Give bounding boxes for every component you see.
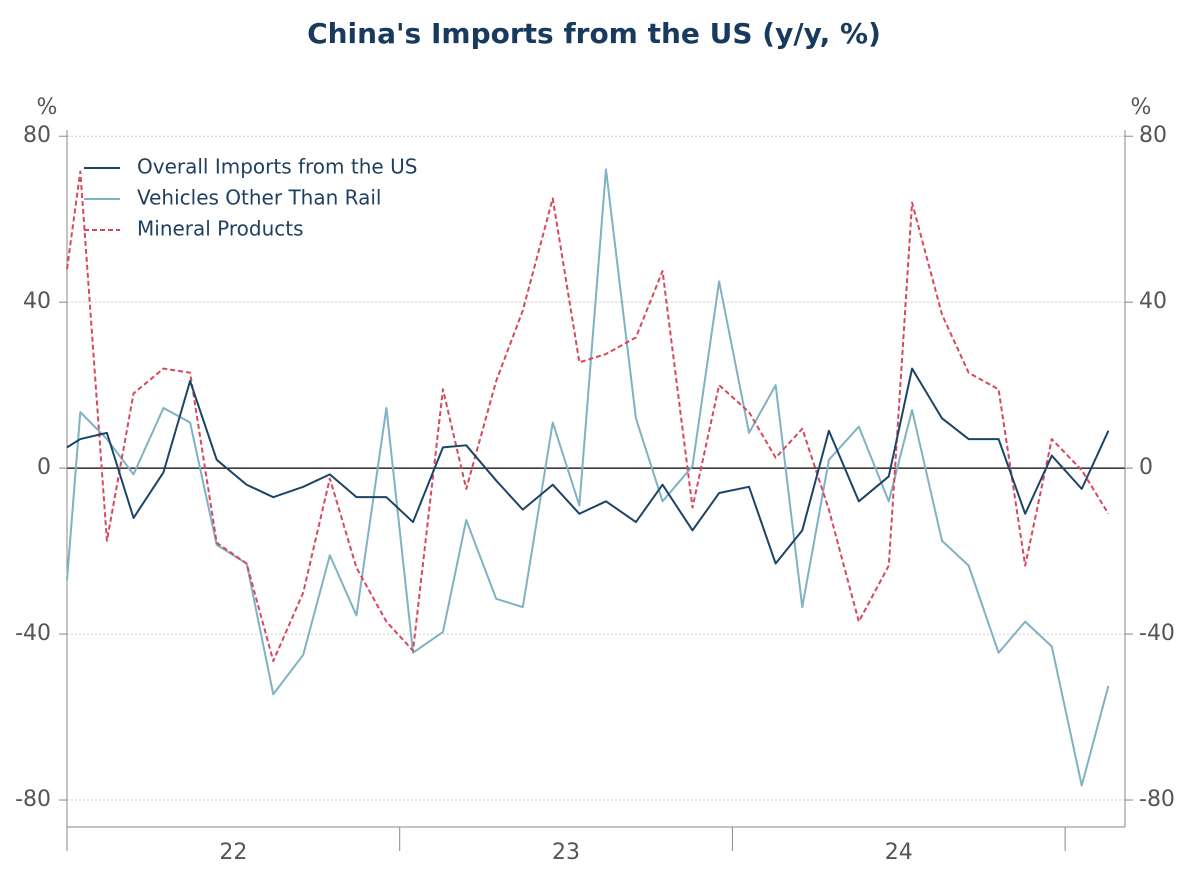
x-tick-label: 24 — [885, 840, 913, 865]
x-tick-label: 23 — [552, 840, 580, 865]
y-tick-label: 80 — [23, 123, 51, 148]
chart-title: China's Imports from the US (y/y, %) — [307, 17, 881, 50]
y2-tick-label: 80 — [1139, 123, 1167, 148]
legend-label: Mineral Products — [137, 217, 304, 241]
y2-tick-label: -40 — [1139, 621, 1175, 646]
y2-tick-label: -80 — [1139, 787, 1175, 812]
y-axis-unit: % — [37, 95, 58, 120]
y2-tick-label: 40 — [1139, 289, 1167, 314]
series-line — [66, 170, 1110, 663]
series-line — [66, 367, 1110, 565]
legend-label: Vehicles Other Than Rail — [137, 186, 381, 210]
y-tick-label: 40 — [23, 289, 51, 314]
y-tick-label: -80 — [15, 787, 51, 812]
series-line — [66, 168, 1110, 787]
y2-tick-label: 0 — [1139, 455, 1153, 480]
legend-label: Overall Imports from the US — [137, 155, 417, 179]
y-tick-label: -40 — [15, 621, 51, 646]
x-tick-label: 22 — [219, 840, 247, 865]
y-tick-label: 0 — [37, 455, 51, 480]
y2-axis-unit: % — [1131, 95, 1152, 120]
